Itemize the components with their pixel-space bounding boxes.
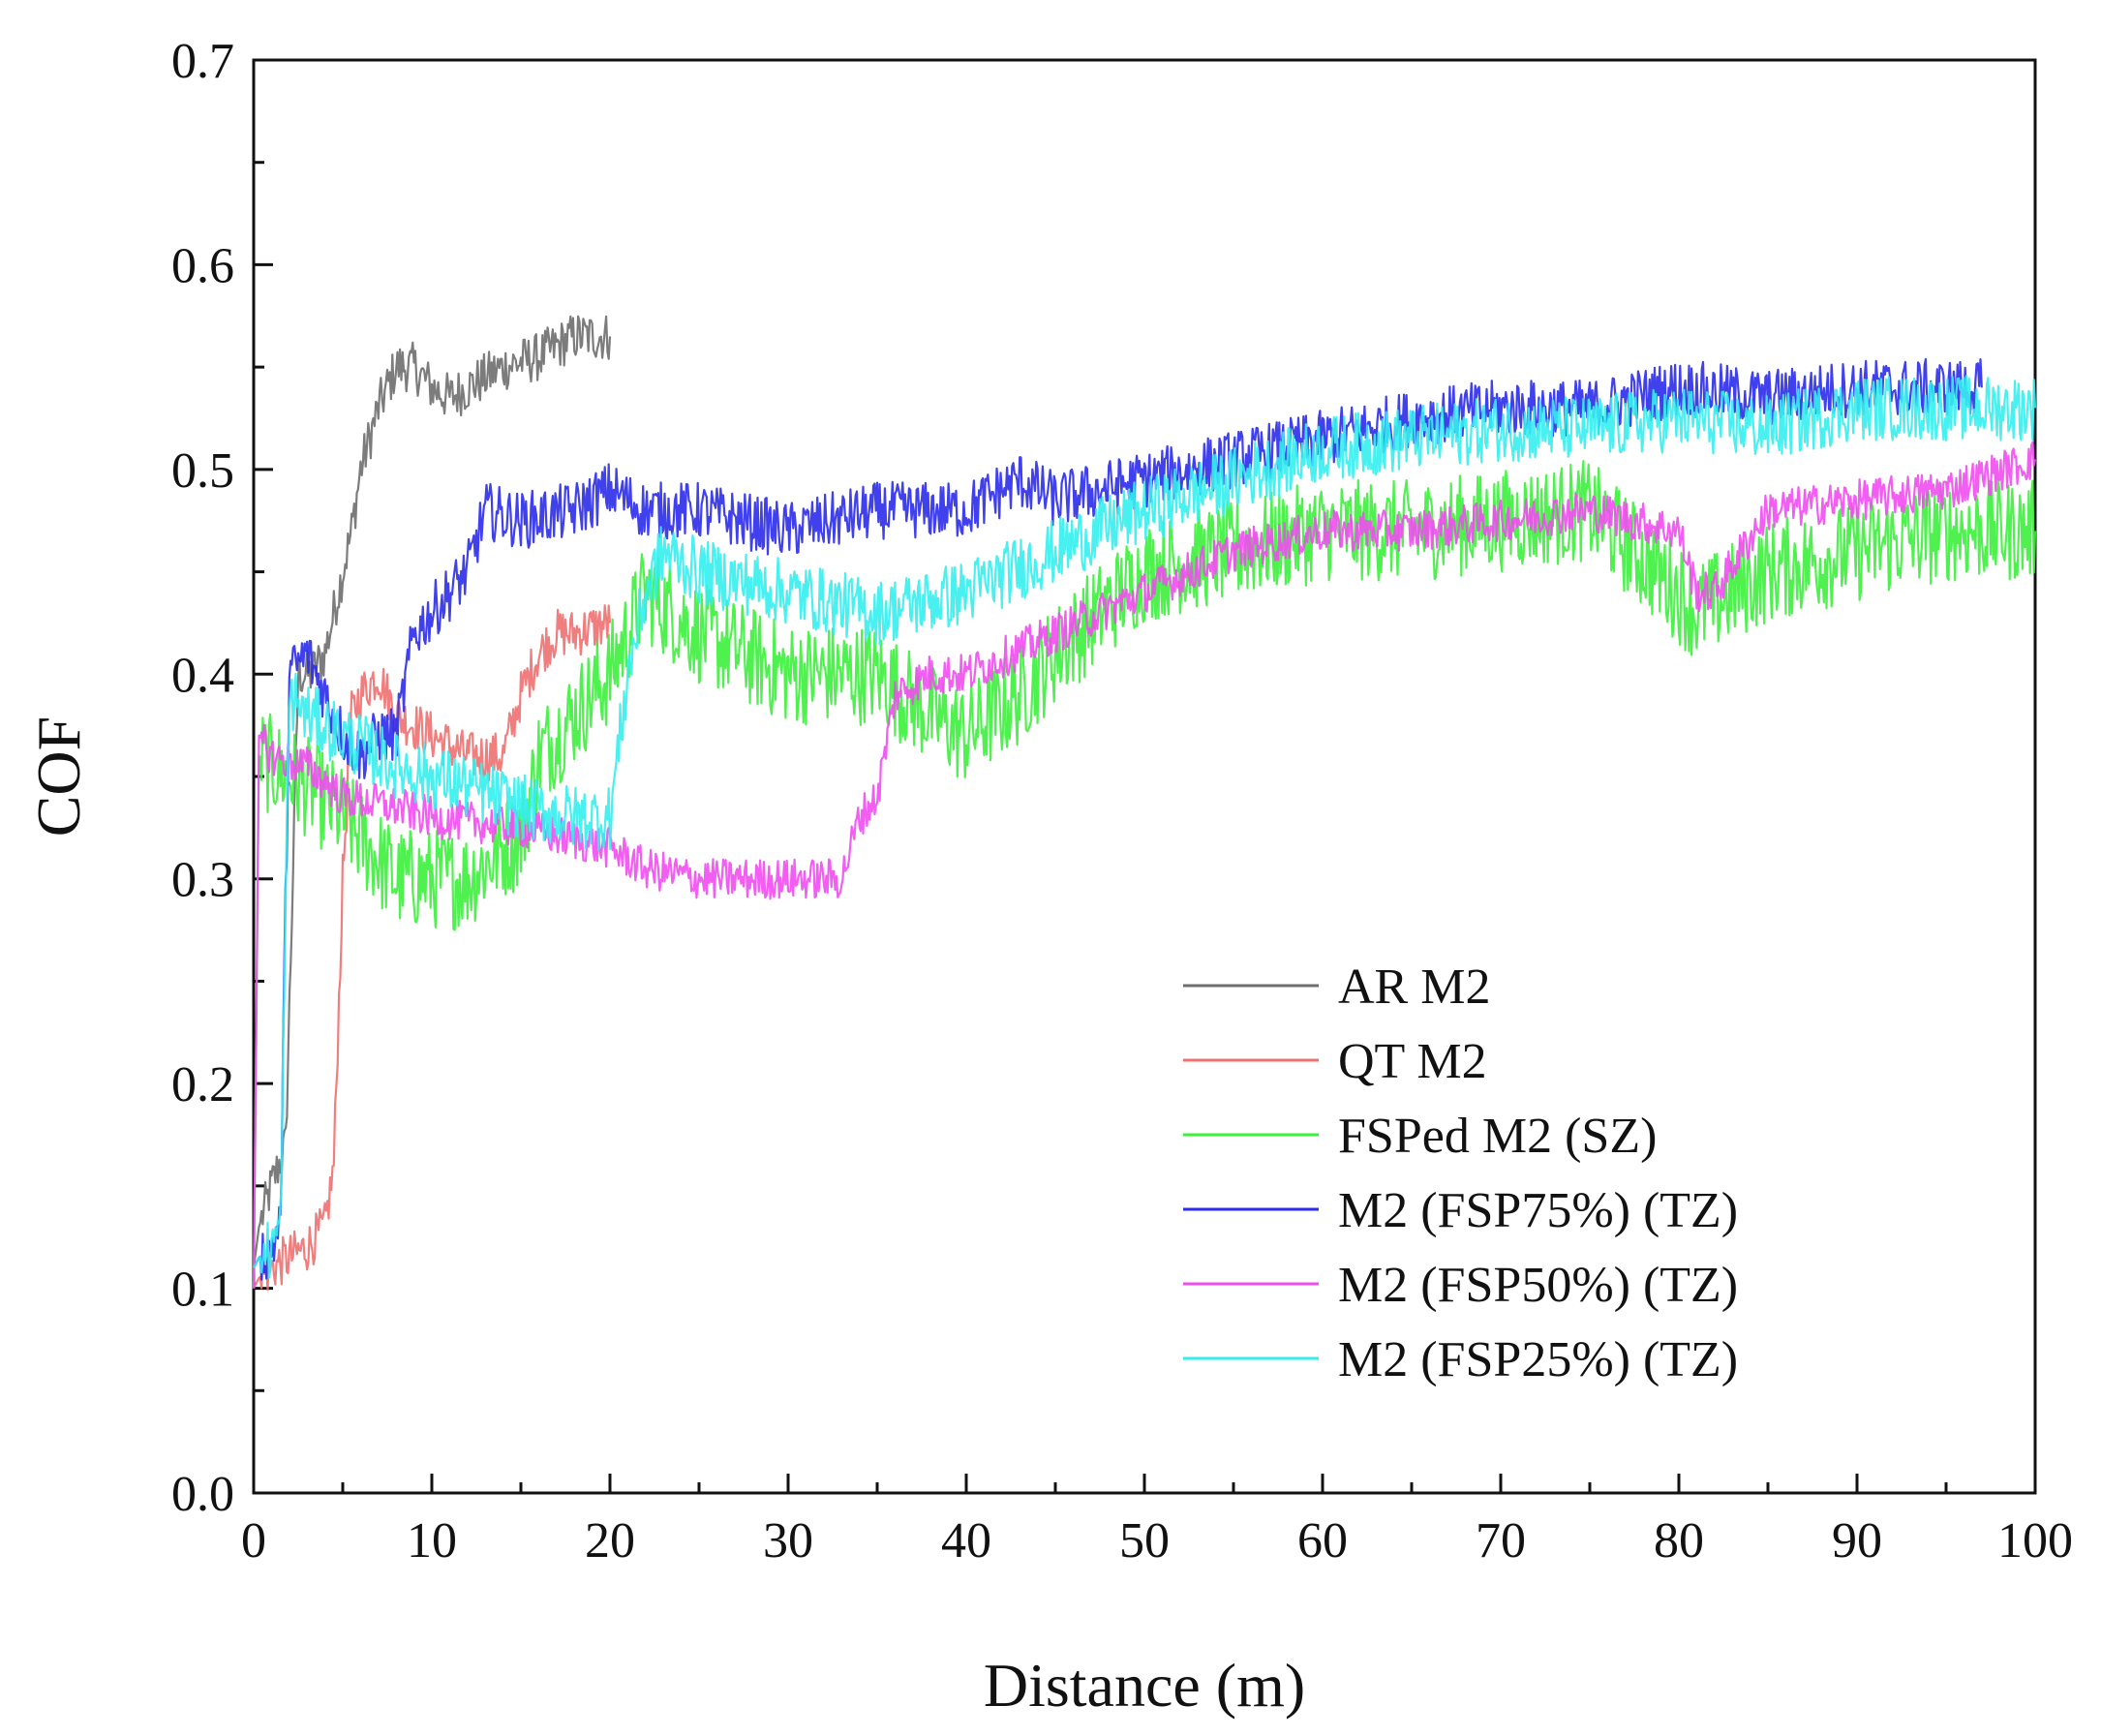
legend-label: M2 (FSP75%) (TZ) — [1338, 1183, 1738, 1238]
x-axis-title: Distance (m) — [984, 1651, 1305, 1720]
x-tick-label: 90 — [1832, 1513, 1882, 1568]
plot-frame — [252, 58, 2037, 1495]
legend-label: M2 (FSP50%) (TZ) — [1338, 1258, 1738, 1313]
series-group — [252, 315, 2037, 1292]
legend-label: M2 (FSP25%) (TZ) — [1338, 1332, 1738, 1387]
y-tick-label: 0.4 — [171, 648, 234, 703]
x-tick-label: 20 — [585, 1513, 635, 1568]
y-axis-title: COF — [24, 716, 93, 838]
legend-label: AR M2 — [1338, 959, 1490, 1015]
x-tick-label: 80 — [1654, 1513, 1704, 1568]
legend: AR M2 QT M2 FSPed M2 (SZ) M2 (FSP75%) (TZ) M… — [1183, 959, 1738, 1387]
x-tick-label: 40 — [941, 1513, 991, 1568]
y-tick-label: 0.6 — [171, 238, 234, 293]
y-tick-label: 0.3 — [171, 853, 234, 908]
y-tick-label: 0.0 — [171, 1467, 234, 1522]
axis-ticks: 0 10 20 30 40 50 60 70 80 90 100 0.0 0.1 0.2 0.3 0.4 0.5… — [171, 34, 2073, 1568]
x-tick-label: 100 — [1997, 1513, 2073, 1568]
legend-label: QT M2 — [1338, 1034, 1487, 1089]
series-line-5 — [253, 375, 2037, 1279]
y-tick-label: 0.5 — [171, 443, 234, 499]
y-tick-label: 0.2 — [171, 1057, 234, 1112]
series-line-0 — [252, 315, 612, 1268]
x-tick-label: 0 — [241, 1513, 266, 1568]
y-tick-label: 0.7 — [171, 34, 234, 89]
x-tick-label: 60 — [1297, 1513, 1348, 1568]
legend-label: FSPed M2 (SZ) — [1338, 1109, 1657, 1164]
x-tick-label: 50 — [1119, 1513, 1170, 1568]
series-line-2 — [252, 460, 2037, 1289]
y-tick-label: 0.1 — [171, 1263, 234, 1318]
x-tick-label: 70 — [1476, 1513, 1526, 1568]
series-line-4 — [252, 441, 2037, 1289]
x-tick-label: 30 — [763, 1513, 813, 1568]
series-line-1 — [253, 604, 612, 1292]
x-tick-label: 10 — [407, 1513, 457, 1568]
